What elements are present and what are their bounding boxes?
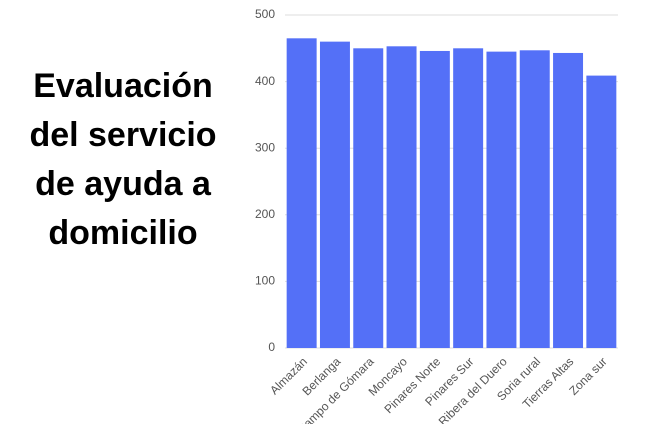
bar: [453, 48, 484, 349]
bar: [486, 51, 517, 348]
y-tick-label: 200: [255, 207, 275, 221]
bar: [286, 38, 317, 349]
y-tick-label: 500: [255, 7, 275, 21]
bar: [419, 50, 450, 349]
bar: [353, 48, 384, 349]
bar: [553, 52, 584, 348]
y-tick-label: 300: [255, 140, 275, 154]
y-tick-label: 100: [255, 274, 275, 288]
y-tick-label: 0: [268, 340, 275, 354]
bar: [319, 41, 350, 348]
chart-title: Evaluación del servicio de ayuda a domic…: [29, 67, 217, 252]
bar: [519, 50, 550, 348]
bar: [586, 75, 617, 348]
y-tick-label: 400: [255, 74, 275, 88]
bar: [386, 46, 417, 348]
